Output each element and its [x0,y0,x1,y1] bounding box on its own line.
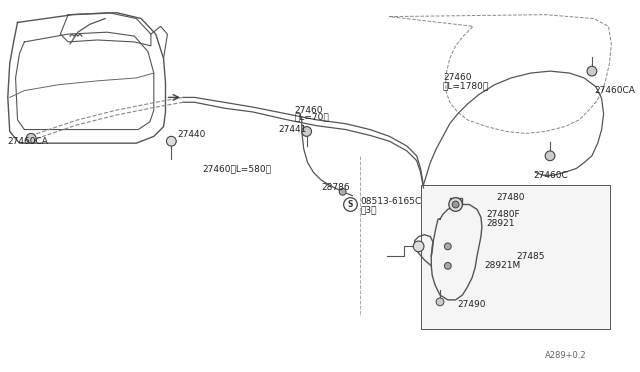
Circle shape [166,137,176,146]
Circle shape [444,243,451,250]
Text: （L=1780）: （L=1780） [443,81,489,90]
Text: 27460: 27460 [443,73,472,83]
Circle shape [452,201,459,208]
Text: （3）: （3） [360,205,377,214]
Text: A289+0.2: A289+0.2 [545,351,587,360]
Text: 08513-6165C: 08513-6165C [360,197,422,206]
Text: 27480F: 27480F [487,210,520,219]
Circle shape [413,241,424,252]
Text: 27460CA: 27460CA [595,86,636,95]
Circle shape [587,66,596,76]
Text: 28921M: 28921M [485,261,521,270]
Text: 27460（L=580）: 27460（L=580） [202,164,271,173]
Circle shape [344,198,357,211]
Text: 27460: 27460 [294,106,323,115]
Text: 28786: 28786 [321,183,350,192]
Circle shape [339,189,346,195]
Circle shape [302,126,312,137]
Circle shape [436,298,444,306]
Circle shape [444,262,451,269]
Circle shape [449,198,463,211]
Text: 27480: 27480 [497,193,525,202]
Circle shape [26,134,36,143]
Text: 27441: 27441 [278,125,307,134]
Text: 27485: 27485 [516,251,545,261]
Text: 27490: 27490 [458,300,486,309]
Bar [420,185,611,329]
Circle shape [545,151,555,161]
Text: 27460CA: 27460CA [8,137,49,146]
Text: S: S [348,200,353,209]
Text: 28921: 28921 [487,219,515,228]
Text: （L=70）: （L=70） [294,112,329,121]
Text: 27440: 27440 [177,130,205,139]
Text: 27460C: 27460C [534,171,568,180]
